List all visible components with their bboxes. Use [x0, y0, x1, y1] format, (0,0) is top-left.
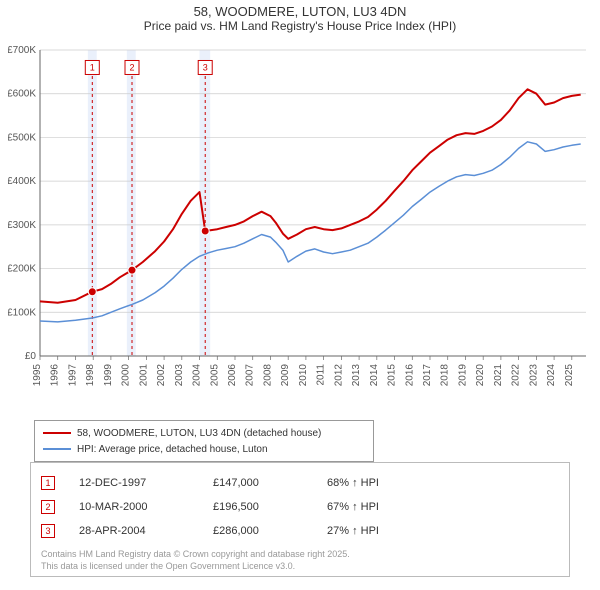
chart-container: 58, WOODMERE, LUTON, LU3 4DN Price paid …	[0, 0, 600, 590]
svg-text:2: 2	[129, 62, 134, 72]
svg-text:£300K: £300K	[8, 220, 36, 231]
svg-text:2024: 2024	[546, 364, 557, 387]
legend-swatch	[43, 432, 71, 434]
svg-text:2012: 2012	[333, 364, 344, 387]
chart-area: £0 £100K £200K £300K £400K £500K £600K £700K 199…	[8, 44, 592, 412]
transaction-date: 10-MAR-2000	[79, 501, 189, 513]
svg-text:2003: 2003	[174, 364, 185, 387]
svg-text:£200K: £200K	[8, 264, 36, 275]
svg-text:2016: 2016	[404, 364, 415, 387]
svg-text:2009: 2009	[280, 364, 291, 387]
svg-text:2001: 2001	[138, 364, 149, 387]
svg-text:1999: 1999	[103, 364, 114, 387]
license-text: Contains HM Land Registry data © Crown c…	[41, 549, 559, 572]
transaction-row: 2 10-MAR-2000 £196,500 67% ↑ HPI	[41, 495, 559, 519]
legend-label: HPI: Average price, detached house, Luto…	[77, 444, 268, 455]
svg-text:2020: 2020	[475, 364, 486, 387]
svg-text:£100K: £100K	[8, 307, 36, 318]
svg-text:2004: 2004	[192, 364, 203, 387]
svg-text:£700K: £700K	[8, 45, 36, 56]
transaction-price: £147,000	[213, 477, 303, 489]
transaction-date: 12-DEC-1997	[79, 477, 189, 489]
license-line2: This data is licensed under the Open Gov…	[41, 561, 295, 571]
svg-text:£500K: £500K	[8, 132, 36, 143]
svg-text:2023: 2023	[528, 364, 539, 387]
svg-text:1997: 1997	[67, 364, 78, 387]
svg-text:1998: 1998	[85, 364, 96, 387]
transaction-row: 3 28-APR-2004 £286,000 27% ↑ HPI	[41, 519, 559, 543]
license-line1: Contains HM Land Registry data © Crown c…	[41, 549, 350, 559]
svg-text:2015: 2015	[387, 364, 398, 387]
legend-label: 58, WOODMERE, LUTON, LU3 4DN (detached h…	[77, 428, 321, 439]
legend-swatch	[43, 448, 71, 450]
svg-text:2014: 2014	[369, 364, 380, 387]
transaction-price: £286,000	[213, 525, 303, 537]
transaction-pct: 67% ↑ HPI	[327, 501, 437, 513]
transaction-row: 1 12-DEC-1997 £147,000 68% ↑ HPI	[41, 471, 559, 495]
svg-text:2025: 2025	[564, 364, 575, 387]
svg-text:2005: 2005	[209, 364, 220, 387]
title-subtitle: Price paid vs. HM Land Registry's House …	[0, 19, 600, 33]
svg-text:£400K: £400K	[8, 176, 36, 187]
svg-text:1995: 1995	[32, 364, 43, 387]
svg-text:3: 3	[203, 62, 208, 72]
svg-text:2022: 2022	[511, 364, 522, 387]
transaction-date: 28-APR-2004	[79, 525, 189, 537]
svg-text:£0: £0	[25, 351, 37, 362]
title-block: 58, WOODMERE, LUTON, LU3 4DN Price paid …	[0, 0, 600, 35]
legend-row: 58, WOODMERE, LUTON, LU3 4DN (detached h…	[43, 425, 365, 441]
svg-text:2017: 2017	[422, 364, 433, 387]
svg-text:2006: 2006	[227, 364, 238, 387]
transaction-marker: 3	[41, 524, 55, 538]
legend: 58, WOODMERE, LUTON, LU3 4DN (detached h…	[34, 420, 374, 462]
transaction-price: £196,500	[213, 501, 303, 513]
svg-text:2002: 2002	[156, 364, 167, 387]
legend-row: HPI: Average price, detached house, Luto…	[43, 441, 365, 457]
transaction-marker: 1	[41, 476, 55, 490]
title-address: 58, WOODMERE, LUTON, LU3 4DN	[0, 4, 600, 19]
chart-svg: £0 £100K £200K £300K £400K £500K £600K £700K 199…	[8, 44, 592, 412]
svg-text:2019: 2019	[457, 364, 468, 387]
svg-text:2018: 2018	[440, 364, 451, 387]
svg-text:2007: 2007	[245, 364, 256, 387]
svg-text:2011: 2011	[316, 364, 327, 386]
svg-text:1: 1	[90, 62, 95, 72]
svg-text:2008: 2008	[262, 364, 273, 387]
svg-text:1996: 1996	[50, 364, 61, 387]
transaction-pct: 68% ↑ HPI	[327, 477, 437, 489]
svg-text:2010: 2010	[298, 364, 309, 387]
svg-text:2013: 2013	[351, 364, 362, 387]
svg-text:2000: 2000	[121, 364, 132, 387]
transaction-pct: 27% ↑ HPI	[327, 525, 437, 537]
transactions-table: 1 12-DEC-1997 £147,000 68% ↑ HPI 2 10-MAR-200…	[30, 462, 570, 577]
transaction-marker: 2	[41, 500, 55, 514]
svg-text:2021: 2021	[493, 364, 504, 387]
svg-text:£600K: £600K	[8, 89, 36, 100]
